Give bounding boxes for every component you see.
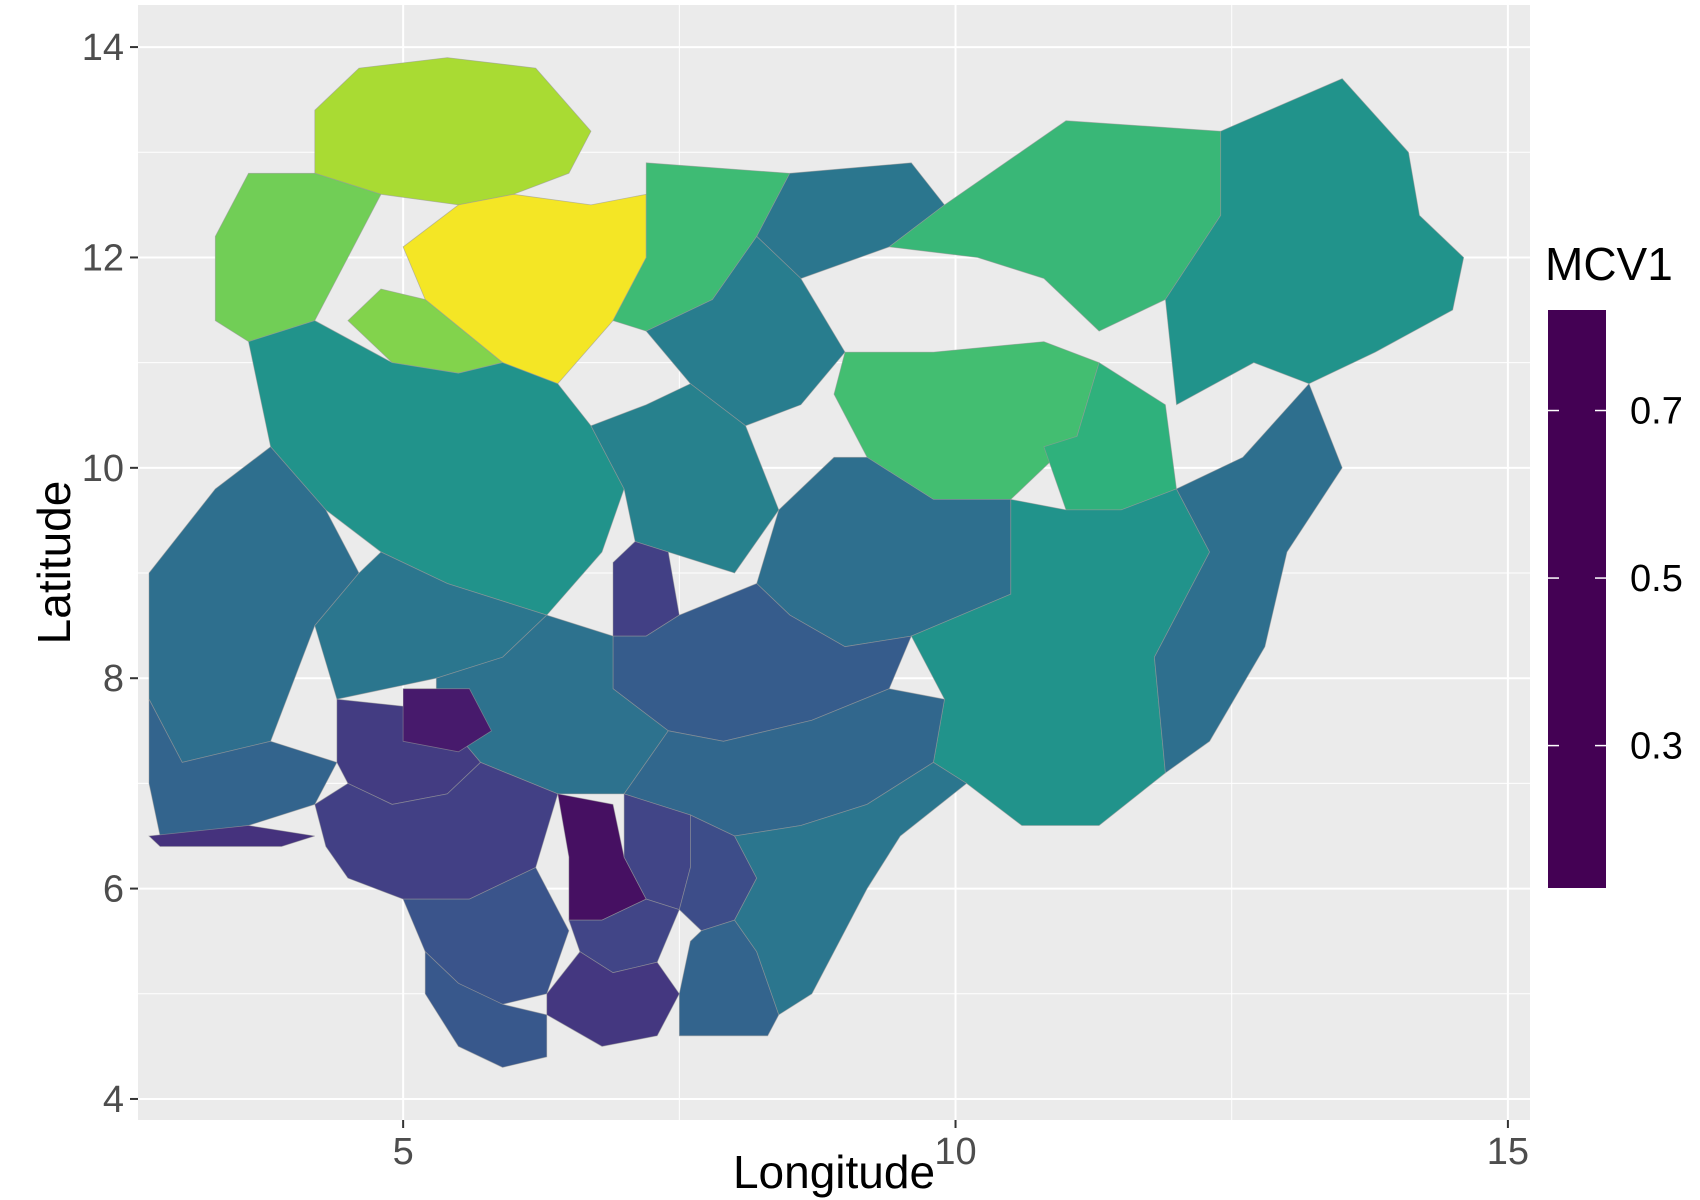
x-tick-label: 10 [934,1131,976,1173]
legend-label: 0.5 [1630,558,1683,600]
y-axis-ticks: 4 6 8 10 12 14 [82,27,138,1121]
y-tick-label: 10 [82,448,124,490]
map-regions [148,57,1465,1068]
map-region [833,341,1100,500]
map-region [1164,78,1465,406]
map-region [402,688,493,753]
y-tick-label: 8 [103,658,124,700]
map-region [424,950,548,1068]
map-region [590,383,780,574]
legend-ticks: 0.7 0.5 0.3 [1548,391,1683,768]
x-tick-label: 15 [1487,1131,1529,1173]
color-legend: MCV1 0.7 0.5 0.3 [1545,238,1683,888]
map-region [645,235,846,427]
y-tick-label: 12 [82,237,124,279]
map-region [148,825,315,847]
map-region [733,761,968,1016]
legend-title: MCV1 [1545,238,1673,290]
x-axis-title: Longitude [733,1146,935,1198]
legend-colorbar [1548,310,1606,888]
legend-label: 0.3 [1630,726,1683,768]
y-tick-label: 14 [82,27,124,69]
map-region [910,488,1211,826]
y-tick-label: 4 [103,1079,124,1121]
x-tick-label: 5 [393,1131,414,1173]
map-region [888,120,1222,332]
map-region [314,761,559,900]
legend-label: 0.7 [1630,391,1683,433]
y-axis-title: Latitude [28,481,80,645]
map-region [1153,382,1343,774]
y-tick-label: 6 [103,869,124,911]
x-axis-ticks: 5 10 15 [393,1120,1529,1173]
